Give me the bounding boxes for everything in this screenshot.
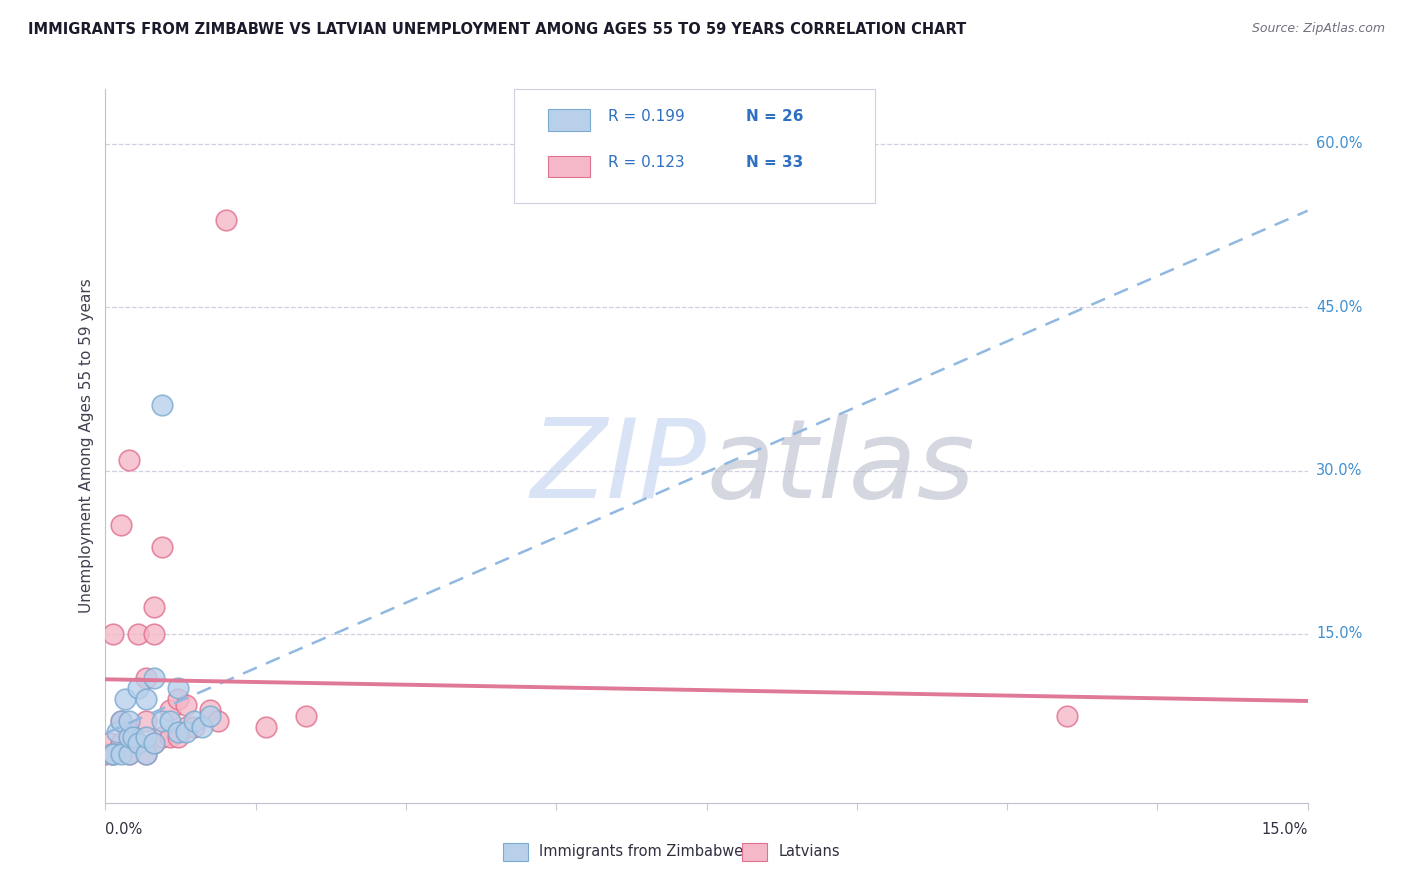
Text: 0.0%: 0.0% xyxy=(105,822,142,838)
Point xyxy=(174,720,197,734)
Point xyxy=(142,627,165,641)
Point xyxy=(207,714,229,728)
Point xyxy=(295,708,318,723)
Point xyxy=(127,736,149,750)
Point xyxy=(118,714,141,728)
Point xyxy=(103,747,125,761)
Point xyxy=(174,725,197,739)
Point xyxy=(110,518,132,533)
Point xyxy=(94,747,117,761)
Point xyxy=(166,731,188,745)
Point xyxy=(159,714,181,728)
Point xyxy=(166,692,188,706)
Point xyxy=(150,731,173,745)
Text: N = 26: N = 26 xyxy=(747,109,804,124)
Point xyxy=(198,703,221,717)
Text: N = 33: N = 33 xyxy=(747,155,803,170)
Text: Latvians: Latvians xyxy=(779,845,839,859)
Point xyxy=(190,720,212,734)
Point xyxy=(159,731,181,745)
Point xyxy=(103,747,125,761)
FancyBboxPatch shape xyxy=(548,156,591,177)
Text: 15.0%: 15.0% xyxy=(1261,822,1308,838)
Point xyxy=(166,681,188,696)
Point xyxy=(110,714,132,728)
Point xyxy=(150,398,173,412)
Point xyxy=(183,720,205,734)
Point xyxy=(118,725,141,739)
Point xyxy=(107,725,129,739)
Point xyxy=(127,736,149,750)
Y-axis label: Unemployment Among Ages 55 to 59 years: Unemployment Among Ages 55 to 59 years xyxy=(79,278,94,614)
Text: ZIP: ZIP xyxy=(530,414,707,521)
FancyBboxPatch shape xyxy=(548,110,591,130)
Text: Immigrants from Zimbabwe: Immigrants from Zimbabwe xyxy=(538,845,744,859)
Text: 30.0%: 30.0% xyxy=(1316,463,1362,478)
Text: 60.0%: 60.0% xyxy=(1316,136,1362,151)
Point xyxy=(214,213,236,227)
Point xyxy=(159,703,181,717)
Point xyxy=(142,736,165,750)
Point xyxy=(174,698,197,712)
Text: IMMIGRANTS FROM ZIMBABWE VS LATVIAN UNEMPLOYMENT AMONG AGES 55 TO 59 YEARS CORRE: IMMIGRANTS FROM ZIMBABWE VS LATVIAN UNEM… xyxy=(28,22,966,37)
Point xyxy=(118,731,141,745)
Point xyxy=(127,681,149,696)
Point xyxy=(142,671,165,685)
Text: atlas: atlas xyxy=(707,414,976,521)
Point xyxy=(110,747,132,761)
Point xyxy=(198,708,221,723)
Point xyxy=(183,714,205,728)
Point xyxy=(110,714,132,728)
Point xyxy=(142,599,165,614)
Point xyxy=(127,627,149,641)
Point xyxy=(135,747,157,761)
Point xyxy=(135,731,157,745)
Text: 15.0%: 15.0% xyxy=(1316,626,1362,641)
Point xyxy=(142,736,165,750)
Point xyxy=(135,692,157,706)
Point xyxy=(150,540,173,554)
Point xyxy=(118,747,141,761)
FancyBboxPatch shape xyxy=(515,89,875,203)
Point xyxy=(101,747,124,761)
Point xyxy=(135,671,157,685)
Point xyxy=(135,747,157,761)
Text: R = 0.123: R = 0.123 xyxy=(607,155,685,170)
Point xyxy=(114,692,136,706)
Point xyxy=(254,720,277,734)
Point xyxy=(135,714,157,728)
Point xyxy=(166,725,188,739)
Point xyxy=(118,747,141,761)
Text: Source: ZipAtlas.com: Source: ZipAtlas.com xyxy=(1251,22,1385,36)
Text: 45.0%: 45.0% xyxy=(1316,300,1362,315)
Point xyxy=(122,731,145,745)
Point xyxy=(150,714,173,728)
Point xyxy=(1056,708,1078,723)
Point xyxy=(118,452,141,467)
Text: R = 0.199: R = 0.199 xyxy=(607,109,685,124)
Point xyxy=(110,736,132,750)
Point xyxy=(103,627,125,641)
Point xyxy=(98,736,121,750)
